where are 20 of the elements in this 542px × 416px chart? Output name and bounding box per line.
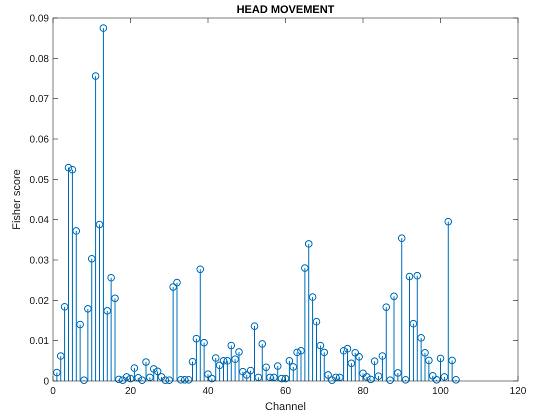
y-tick-label: 0.07 — [30, 94, 50, 106]
x-tick-label: 120 — [510, 386, 527, 397]
y-tick-label: 0.01 — [30, 336, 50, 348]
x-tick-label: 0 — [50, 386, 56, 397]
y-tick-label: 0.08 — [30, 54, 50, 65]
chart-title: HEAD MOVEMENT — [236, 4, 335, 16]
x-tick-label: 80 — [357, 386, 369, 397]
x-tick-label: 40 — [202, 386, 214, 397]
y-tick-label: 0 — [43, 376, 50, 388]
y-tick-label: 0.04 — [30, 215, 50, 226]
y-tick-label: 0.06 — [30, 134, 50, 146]
x-axis-title: Channel — [265, 401, 306, 413]
y-tick-label: 0.03 — [30, 256, 50, 266]
y-tick-label: 0.02 — [30, 296, 50, 307]
x-tick-label: 100 — [432, 386, 450, 397]
y-axis-title: Fisher score — [11, 169, 23, 230]
x-tick-label: 60 — [280, 386, 292, 397]
y-tick-label: 0.09 — [30, 14, 50, 24]
x-tick-label: 20 — [124, 386, 136, 397]
y-tick-label: 0.05 — [30, 174, 50, 186]
